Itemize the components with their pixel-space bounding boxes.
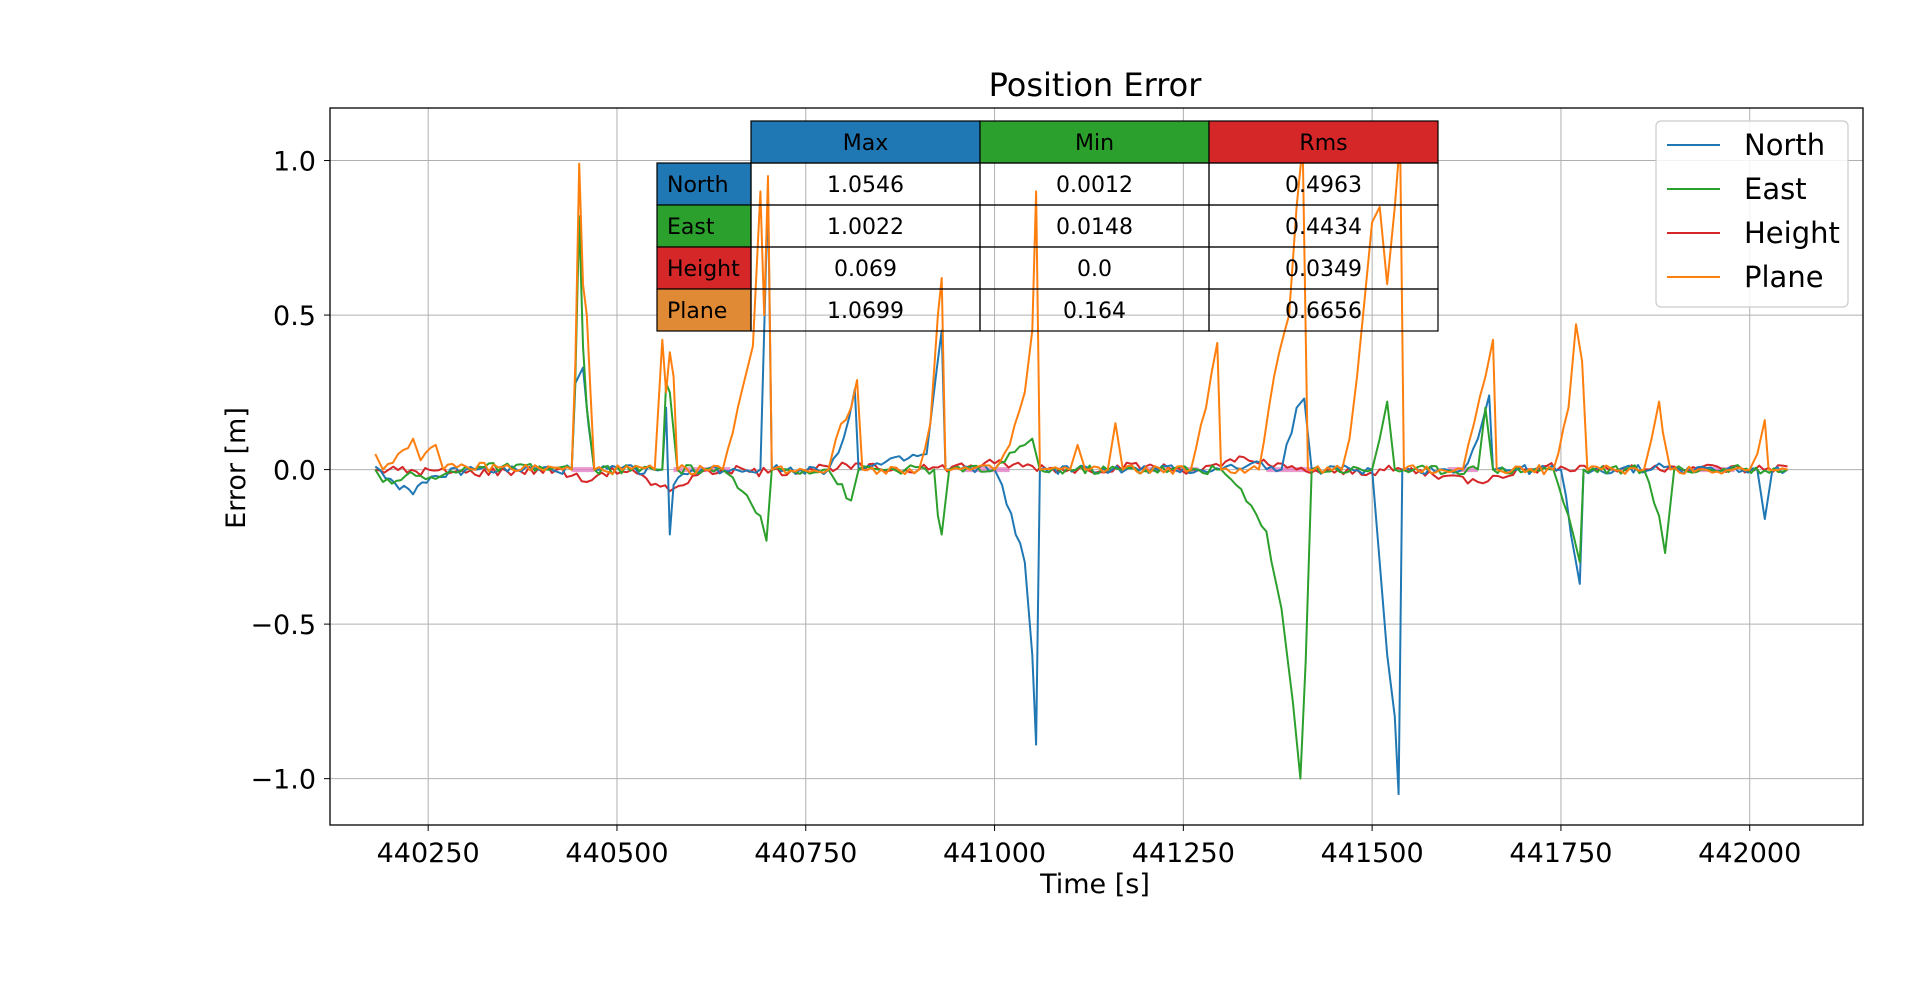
x-tick-label: 440750 xyxy=(754,838,857,869)
legend: North East Height Plane xyxy=(1655,120,1849,308)
y-tick-label: 0.5 xyxy=(273,301,316,332)
table-header-label: Max xyxy=(843,131,888,156)
table-row-header-cell xyxy=(656,288,752,332)
legend-label-north: North xyxy=(1744,128,1825,162)
table-row-label: Height xyxy=(667,257,740,282)
table-row-label: East xyxy=(667,215,715,240)
x-tick-label: 441750 xyxy=(1509,838,1612,869)
y-tick-label: 1.0 xyxy=(273,147,316,178)
table-header-label: Rms xyxy=(1299,131,1347,156)
y-tick-label: 0.0 xyxy=(273,456,316,487)
x-tick-label: 440500 xyxy=(565,838,668,869)
table-cell-value: 0.069 xyxy=(834,257,897,282)
table-cell-value: 0.0148 xyxy=(1056,215,1133,240)
table-cell-value: 1.0546 xyxy=(827,173,904,198)
x-axis-label: Time [s] xyxy=(1039,869,1150,900)
table-cell-value: 1.0022 xyxy=(827,215,904,240)
y-axis-label: Error [m] xyxy=(221,407,252,529)
legend-label-east: East xyxy=(1744,172,1807,206)
series-line-plane xyxy=(374,137,1788,476)
legend-box xyxy=(1655,120,1849,308)
table-cell-value: 0.4963 xyxy=(1285,173,1362,198)
series-line-height xyxy=(375,455,1788,493)
x-axis-ticks: 440250 440500 440750 441000 441250 441500 4417… xyxy=(377,825,1801,869)
series-lines xyxy=(374,137,1789,796)
table-cell-value: 1.0699 xyxy=(827,299,904,324)
table-row-label: North xyxy=(667,173,729,198)
table-cell-value: 0.164 xyxy=(1063,299,1126,324)
y-tick-label: −0.5 xyxy=(250,610,316,641)
x-tick-label: 441500 xyxy=(1321,838,1424,869)
table-row-label: Plane xyxy=(667,299,727,324)
table-cell-value: 0.4434 xyxy=(1285,215,1362,240)
y-axis-ticks: 1.0 0.5 0.0 −0.5 −1.0 xyxy=(250,147,330,796)
table-cell-value: 0.0349 xyxy=(1285,257,1362,282)
y-tick-label: −1.0 xyxy=(250,765,316,796)
chart-title: Position Error xyxy=(989,66,1203,104)
x-tick-label: 441250 xyxy=(1132,838,1235,869)
table-header-cell xyxy=(750,120,981,164)
table-cell-value: 0.6656 xyxy=(1285,299,1362,324)
legend-label-plane: Plane xyxy=(1744,260,1824,294)
table-cell xyxy=(1208,288,1439,332)
table-row-header-cell xyxy=(656,162,752,206)
stats-table: Max Min Rms North 1.0546 0.0012 0.4963 East 1.00… xyxy=(656,120,1439,332)
x-tick-label: 441000 xyxy=(943,838,1046,869)
plot-frame xyxy=(329,107,1864,826)
table-header-cell xyxy=(1208,120,1439,164)
x-tick-label: 442000 xyxy=(1698,838,1801,869)
table-cell-value: 0.0 xyxy=(1077,257,1112,282)
legend-label-height: Height xyxy=(1744,216,1840,250)
table-cell-value: 0.0012 xyxy=(1056,173,1133,198)
x-tick-label: 440250 xyxy=(377,838,480,869)
table-row-header-cell xyxy=(656,204,752,248)
table-header-label: Min xyxy=(1075,131,1114,156)
